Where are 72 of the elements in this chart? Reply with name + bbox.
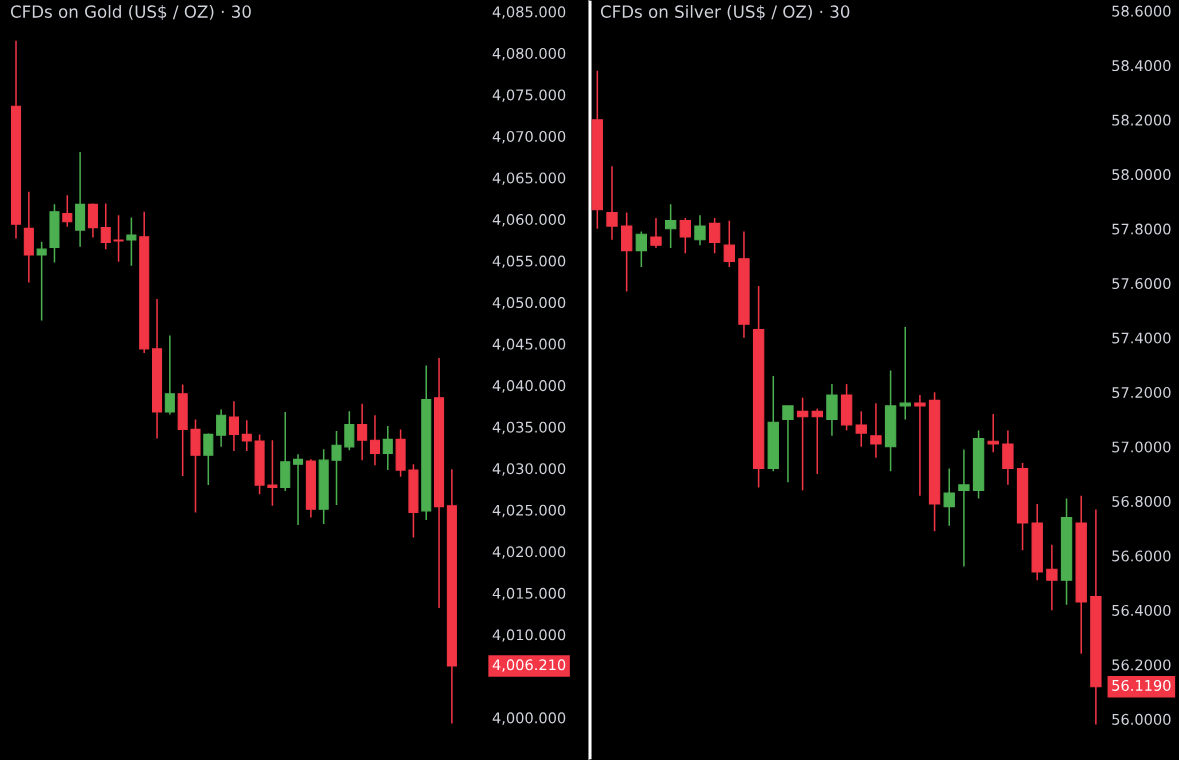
- y-tick-label: 4,040.000: [492, 380, 566, 393]
- candlestick: [914, 394, 926, 497]
- y-tick-label: 57.6000: [1112, 278, 1171, 290]
- candlestick: [36, 240, 47, 322]
- chart-title: CFDs on Silver (US$ / OZ) · 30: [600, 5, 850, 21]
- candlestick: [344, 410, 355, 451]
- candlestick: [796, 396, 809, 492]
- y-tick-label: 56.0000: [1112, 713, 1171, 725]
- y-tick-label: 56.2000: [1112, 659, 1171, 671]
- y-tick-label: 4,085.000: [492, 6, 566, 19]
- candlestick: [958, 448, 970, 568]
- candlestick: [870, 402, 882, 459]
- y-tick-label: 56.6000: [1112, 550, 1171, 562]
- candlestick: [100, 202, 111, 250]
- candlestick: [811, 407, 823, 475]
- candlestick: [62, 194, 73, 228]
- candlestick: [679, 217, 691, 255]
- y-tick-label: 58.6000: [1112, 5, 1171, 17]
- y-tick-label: 57.8000: [1112, 223, 1171, 235]
- y-tick-label: 58.0000: [1112, 169, 1171, 181]
- y-tick-label: 57.0000: [1112, 441, 1171, 453]
- y-tick-label: 56.8000: [1112, 495, 1171, 507]
- candlestick: [899, 326, 911, 421]
- y-tick-label: 4,050.000: [492, 297, 566, 310]
- y-tick-label: 4,070.000: [492, 130, 566, 144]
- candlestick: [369, 414, 381, 466]
- y-tick-label: 56.4000: [1112, 604, 1171, 616]
- candlestick: [216, 408, 227, 448]
- text: 4,006.210: [492, 659, 566, 672]
- candlestick: [987, 413, 999, 453]
- y-tick-label: 4,060.000: [492, 214, 566, 227]
- candlestick: [228, 400, 239, 452]
- candlestick: [87, 202, 98, 239]
- candlestick: [267, 439, 278, 507]
- candlestick: [331, 430, 342, 506]
- y-tick-label: 4,000.000: [492, 712, 566, 725]
- candlestick: [113, 214, 124, 263]
- candlestick: [782, 405, 794, 483]
- candlestick: [1046, 544, 1058, 611]
- candlestick: [203, 432, 214, 486]
- candlestick: [664, 203, 677, 249]
- candlestick: [635, 230, 648, 268]
- y-tick-label: 4,020.000: [492, 546, 566, 559]
- chart-title: CFDs on Gold (US$ / OZ) · 30: [10, 5, 251, 21]
- candlestick: [943, 467, 955, 527]
- candlestick: [694, 214, 706, 246]
- y-tick-label: 58.4000: [1112, 60, 1171, 72]
- y-tick-label: 4,015.000: [492, 587, 566, 601]
- candlestick: [293, 453, 304, 526]
- y-tick-label: 4,010.000: [492, 629, 566, 642]
- candlestick: [708, 217, 721, 255]
- candlestick: [650, 217, 662, 249]
- y-tick-label: 4,035.000: [492, 421, 566, 435]
- text: 56.1190: [1112, 679, 1171, 691]
- candlestick: [357, 402, 368, 461]
- y-tick-label: 4,045.000: [492, 338, 566, 352]
- y-tick-label: 4,030.000: [492, 463, 566, 476]
- candlestick: [241, 419, 252, 452]
- y-tick-label: 4,080.000: [492, 47, 566, 61]
- y-tick-label: 4,075.000: [492, 89, 566, 102]
- y-tick-label: 4,025.000: [492, 504, 566, 518]
- y-tick-label: 4,065.000: [492, 172, 566, 185]
- candlestick: [164, 334, 175, 416]
- candlestick: [723, 219, 735, 268]
- y-tick-label: 57.4000: [1112, 332, 1171, 344]
- y-tick-label: 57.2000: [1112, 386, 1171, 399]
- y-tick-label: 4,055.000: [492, 255, 566, 269]
- candlestick: [606, 165, 618, 241]
- y-tick-label: 58.2000: [1112, 114, 1171, 126]
- candlestick: [855, 410, 867, 448]
- candlestick: [382, 425, 393, 471]
- candlestick: [126, 216, 137, 267]
